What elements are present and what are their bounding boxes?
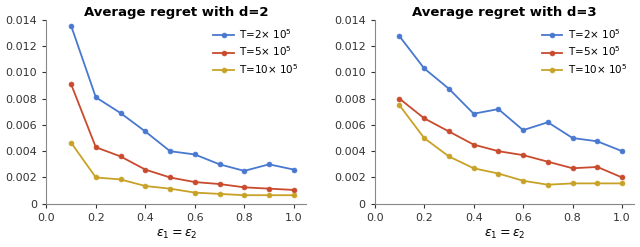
X-axis label: $\epsilon_1=\epsilon_2$: $\epsilon_1=\epsilon_2$ xyxy=(484,228,525,242)
T=2$\times$ 10$^5$ xyxy=(116,112,124,115)
Line: T=10$\times$ 10$^5$: T=10$\times$ 10$^5$ xyxy=(68,140,296,198)
Line: T=5$\times$ 10$^5$: T=5$\times$ 10$^5$ xyxy=(397,96,625,180)
T=2$\times$ 10$^5$ xyxy=(166,150,174,153)
T=5$\times$ 10$^5$ xyxy=(593,165,601,168)
Line: T=10$\times$ 10$^5$: T=10$\times$ 10$^5$ xyxy=(397,103,625,187)
T=2$\times$ 10$^5$ xyxy=(495,108,502,111)
T=2$\times$ 10$^5$ xyxy=(420,67,428,70)
T=2$\times$ 10$^5$ xyxy=(618,150,626,153)
T=2$\times$ 10$^5$ xyxy=(593,140,601,143)
X-axis label: $\epsilon_1=\epsilon_2$: $\epsilon_1=\epsilon_2$ xyxy=(156,228,197,242)
T=10$\times$ 10$^5$ xyxy=(191,191,198,194)
T=5$\times$ 10$^5$ xyxy=(396,97,403,100)
T=10$\times$ 10$^5$ xyxy=(67,141,75,144)
T=10$\times$ 10$^5$ xyxy=(445,155,452,158)
T=5$\times$ 10$^5$ xyxy=(544,160,552,163)
T=10$\times$ 10$^5$ xyxy=(141,185,149,187)
T=10$\times$ 10$^5$ xyxy=(92,176,100,179)
T=5$\times$ 10$^5$ xyxy=(141,168,149,171)
Legend: T=2$\times$ 10$^5$, T=5$\times$ 10$^5$, T=10$\times$ 10$^5$: T=2$\times$ 10$^5$, T=5$\times$ 10$^5$, … xyxy=(540,25,629,78)
T=10$\times$ 10$^5$ xyxy=(241,194,248,197)
T=10$\times$ 10$^5$ xyxy=(569,182,577,185)
T=2$\times$ 10$^5$ xyxy=(544,121,552,124)
T=10$\times$ 10$^5$ xyxy=(593,182,601,185)
T=2$\times$ 10$^5$ xyxy=(141,130,149,133)
T=5$\times$ 10$^5$ xyxy=(290,188,298,191)
T=10$\times$ 10$^5$ xyxy=(116,178,124,181)
T=5$\times$ 10$^5$ xyxy=(265,187,273,190)
T=10$\times$ 10$^5$ xyxy=(166,187,174,190)
T=10$\times$ 10$^5$ xyxy=(470,167,477,170)
T=10$\times$ 10$^5$ xyxy=(265,194,273,197)
Line: T=2$\times$ 10$^5$: T=2$\times$ 10$^5$ xyxy=(397,34,625,154)
T=10$\times$ 10$^5$ xyxy=(544,183,552,186)
T=2$\times$ 10$^5$ xyxy=(470,112,477,115)
T=2$\times$ 10$^5$ xyxy=(290,168,298,171)
T=5$\times$ 10$^5$ xyxy=(166,176,174,179)
T=2$\times$ 10$^5$ xyxy=(241,169,248,172)
T=10$\times$ 10$^5$ xyxy=(290,194,298,197)
T=5$\times$ 10$^5$ xyxy=(618,176,626,179)
Title: Average regret with d=3: Average regret with d=3 xyxy=(412,5,597,19)
T=5$\times$ 10$^5$ xyxy=(116,155,124,158)
T=5$\times$ 10$^5$ xyxy=(470,143,477,146)
Line: T=5$\times$ 10$^5$: T=5$\times$ 10$^5$ xyxy=(68,82,296,192)
T=5$\times$ 10$^5$ xyxy=(191,181,198,184)
Line: T=2$\times$ 10$^5$: T=2$\times$ 10$^5$ xyxy=(68,23,296,173)
T=5$\times$ 10$^5$ xyxy=(241,186,248,189)
T=2$\times$ 10$^5$ xyxy=(92,96,100,99)
T=10$\times$ 10$^5$ xyxy=(519,179,527,182)
T=2$\times$ 10$^5$ xyxy=(216,163,223,166)
T=5$\times$ 10$^5$ xyxy=(519,154,527,157)
T=2$\times$ 10$^5$ xyxy=(67,24,75,27)
T=2$\times$ 10$^5$ xyxy=(445,87,452,90)
T=2$\times$ 10$^5$ xyxy=(265,163,273,166)
T=2$\times$ 10$^5$ xyxy=(519,129,527,132)
T=2$\times$ 10$^5$ xyxy=(569,137,577,140)
T=5$\times$ 10$^5$ xyxy=(495,150,502,153)
Title: Average regret with d=2: Average regret with d=2 xyxy=(84,5,268,19)
T=10$\times$ 10$^5$ xyxy=(396,104,403,107)
T=5$\times$ 10$^5$ xyxy=(67,83,75,86)
T=5$\times$ 10$^5$ xyxy=(420,117,428,120)
T=5$\times$ 10$^5$ xyxy=(216,183,223,185)
T=2$\times$ 10$^5$ xyxy=(191,153,198,156)
T=10$\times$ 10$^5$ xyxy=(618,182,626,185)
T=10$\times$ 10$^5$ xyxy=(216,192,223,195)
T=10$\times$ 10$^5$ xyxy=(495,172,502,175)
T=10$\times$ 10$^5$ xyxy=(420,137,428,140)
T=5$\times$ 10$^5$ xyxy=(92,146,100,149)
T=5$\times$ 10$^5$ xyxy=(569,167,577,170)
Legend: T=2$\times$ 10$^5$, T=5$\times$ 10$^5$, T=10$\times$ 10$^5$: T=2$\times$ 10$^5$, T=5$\times$ 10$^5$, … xyxy=(211,25,301,78)
T=2$\times$ 10$^5$ xyxy=(396,35,403,38)
T=5$\times$ 10$^5$ xyxy=(445,130,452,133)
